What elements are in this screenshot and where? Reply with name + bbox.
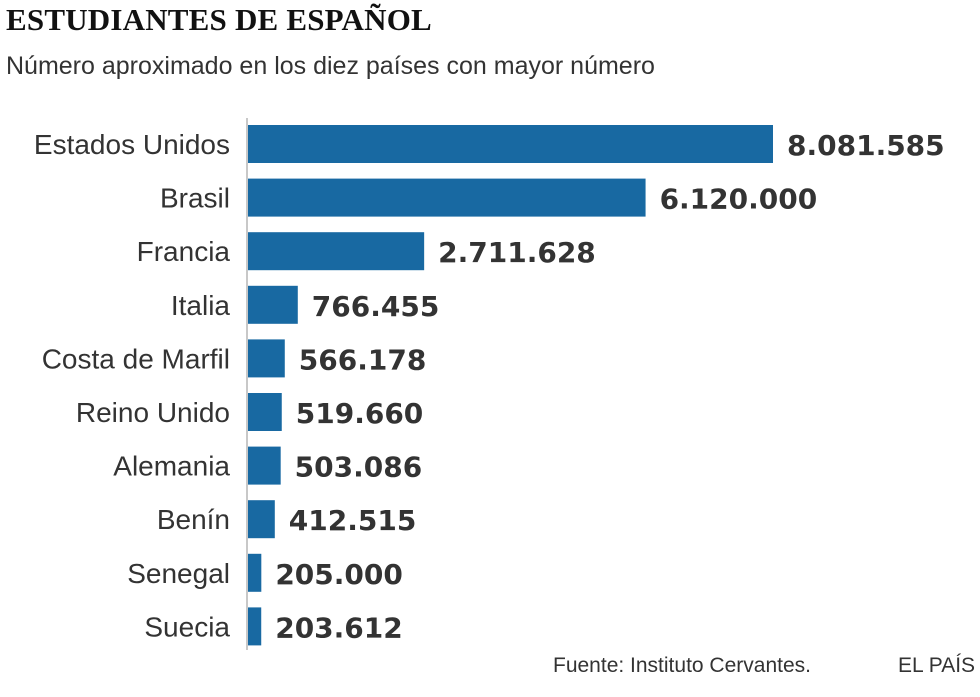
value-label: 8.081.585	[787, 129, 945, 162]
source-note: Fuente: Instituto Cervantes.	[553, 654, 811, 677]
category-label: Benín	[157, 504, 230, 535]
bar	[248, 553, 262, 592]
chart-title: ESTUDIANTES DE ESPAÑOL	[6, 2, 432, 37]
value-label: 2.711.628	[438, 236, 596, 269]
bar	[248, 125, 773, 163]
bar	[248, 393, 282, 431]
bar	[248, 178, 646, 217]
bar	[248, 339, 285, 378]
category-label: Alemania	[113, 451, 230, 482]
bar	[248, 500, 275, 539]
value-label: 519.660	[296, 397, 424, 430]
value-label: 203.612	[275, 611, 403, 644]
bar	[248, 446, 281, 485]
brand-logo: EL PAÍS	[898, 654, 976, 677]
chart-subtitle: Número aproximado en los diez países con…	[6, 52, 655, 80]
bar	[248, 232, 425, 271]
bar	[248, 285, 298, 324]
value-label: 205.000	[275, 558, 403, 591]
category-label: Costa de Marfil	[42, 343, 230, 374]
value-label: 766.455	[312, 290, 440, 323]
category-label: Brasil	[160, 183, 230, 214]
category-label: Francia	[137, 236, 231, 267]
value-label: 412.515	[289, 504, 417, 537]
value-label: 6.120.000	[660, 183, 818, 216]
category-label: Estados Unidos	[34, 129, 230, 160]
value-label: 503.086	[295, 451, 423, 484]
bar	[248, 607, 262, 646]
value-label: 566.178	[299, 343, 427, 376]
category-label: Senegal	[127, 558, 230, 589]
category-label: Italia	[171, 290, 231, 321]
category-label: Reino Unido	[76, 397, 230, 428]
bar-chart: Estados Unidos 8.081.585 Brasil 6.120.000 Fr…	[34, 118, 945, 650]
category-label: Suecia	[144, 611, 230, 642]
